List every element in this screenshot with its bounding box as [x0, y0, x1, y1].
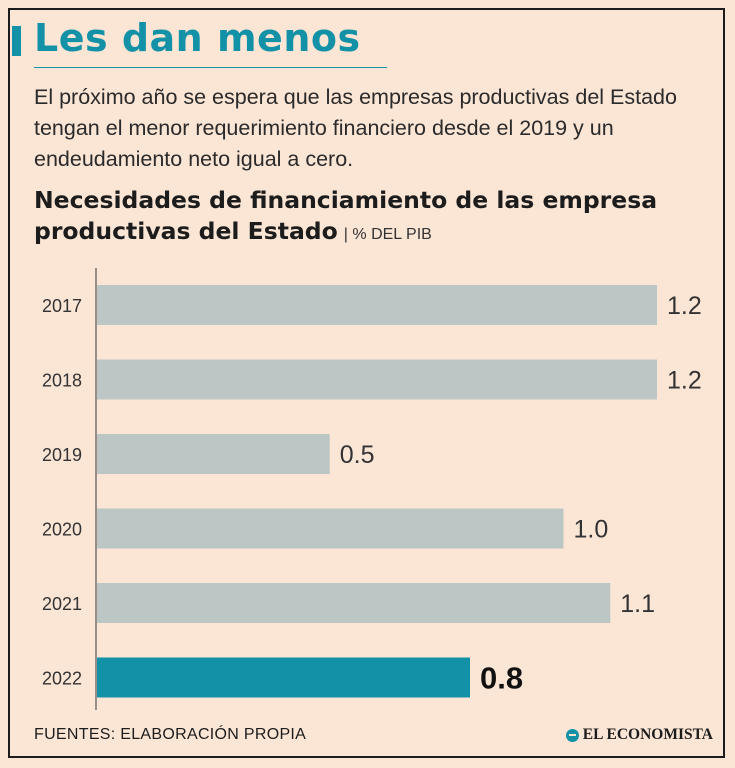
chart-unit-text: % DEL PIB — [352, 226, 432, 243]
bar — [97, 657, 470, 698]
category-label: 2017 — [42, 296, 82, 316]
brand-logo-icon — [565, 728, 579, 742]
bar — [97, 285, 657, 325]
category-label: 2022 — [42, 669, 82, 689]
category-label: 2021 — [42, 594, 82, 614]
category-label: 2019 — [42, 445, 82, 465]
headline-rule — [34, 67, 387, 68]
brand: EL ECONOMISTA — [565, 726, 713, 744]
bar — [97, 583, 611, 623]
chart-unit: | % DEL PIB — [343, 226, 432, 243]
headline: Les dan menos — [34, 16, 361, 60]
value-label: 1.2 — [667, 292, 702, 320]
title-accent-bar — [12, 26, 21, 56]
category-label: 2018 — [42, 371, 82, 391]
subtitle: El próximo año se espera que las empresa… — [34, 85, 677, 171]
chart-title: Necesidades de financiamiento de las emp… — [34, 185, 724, 250]
bar — [97, 359, 657, 400]
brand-name: EL ECONOMISTA — [582, 726, 713, 743]
category-label: 2020 — [42, 520, 82, 540]
value-label: 1.1 — [620, 590, 655, 618]
bar — [97, 508, 564, 549]
chart-title-text: Necesidades de financiamiento de las emp… — [34, 186, 658, 245]
value-label: 1.2 — [667, 367, 702, 395]
value-label: 1.0 — [574, 516, 609, 544]
value-label: 0.5 — [340, 441, 375, 469]
bar — [97, 434, 330, 474]
source-note: FUENTES: ELABORACIÓN PROPIA — [34, 726, 307, 743]
value-label: 0.8 — [480, 661, 523, 696]
